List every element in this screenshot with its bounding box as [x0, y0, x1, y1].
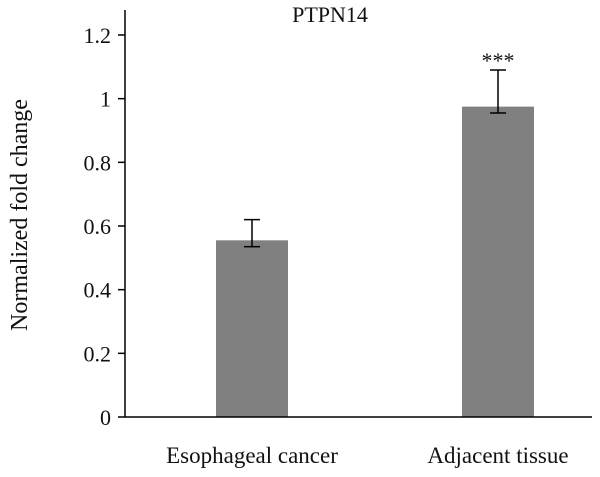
y-axis-label: Normalized fold change	[7, 99, 33, 331]
x-tick-label: Adjacent tissue	[427, 443, 568, 468]
chart-title: PTPN14	[292, 2, 368, 27]
y-tick-label: 0.8	[84, 150, 112, 175]
y-tick-label: 0.4	[84, 278, 112, 303]
error-bar	[244, 218, 260, 248]
significance-annotation: ***	[482, 48, 515, 73]
y-tick-label: 0.6	[84, 214, 112, 239]
x-tick-label: Esophageal cancer	[166, 443, 338, 468]
y-tick-label: 0	[100, 405, 111, 430]
y-tick-label: 1.2	[84, 23, 112, 48]
x-axis-labels: Esophageal cancer Adjacent tissue	[166, 443, 568, 468]
bar	[216, 240, 288, 417]
error-bar	[490, 69, 506, 114]
chart-marks: ***	[216, 48, 534, 417]
y-tick-label: 1	[100, 87, 111, 112]
y-tick-label: 0.2	[84, 341, 112, 366]
y-axis-ticks: 0 0.2 0.4 0.6 0.8 1 1.2	[84, 23, 125, 430]
bar	[462, 106, 534, 417]
